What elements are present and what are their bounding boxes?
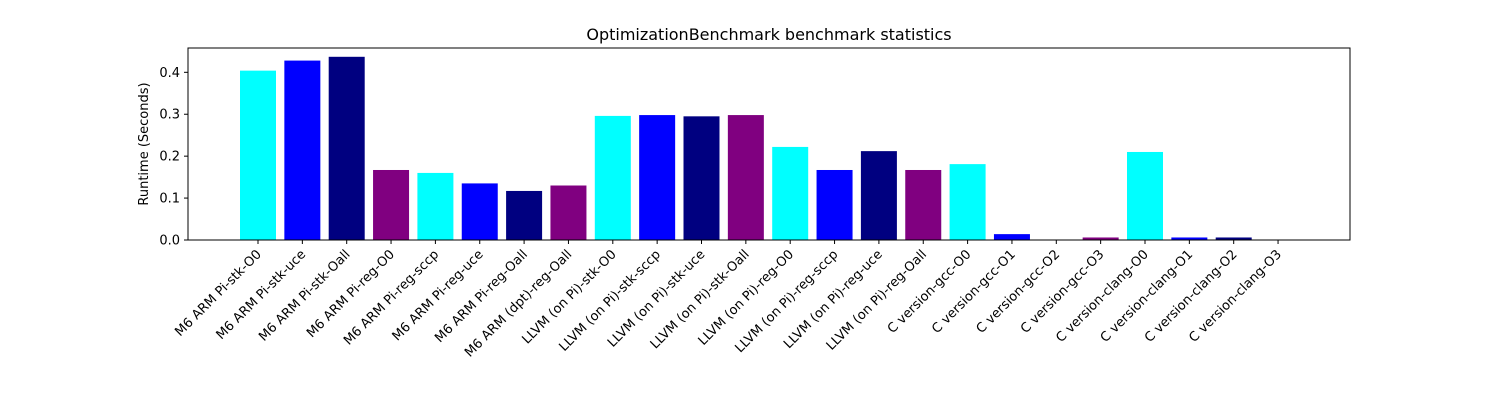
- bar-group: [240, 56, 1252, 240]
- y-tick-label-4: 0.4: [159, 66, 180, 81]
- bar-1: [284, 60, 321, 240]
- bar-16: [949, 164, 986, 240]
- bar-5: [461, 183, 498, 240]
- y-axis-ticks: 0.0 0.1 0.2 0.3 0.4: [159, 66, 188, 249]
- y-axis-label: Runtime (Seconds): [137, 82, 152, 205]
- bar-8: [594, 115, 631, 240]
- bar-15: [905, 169, 942, 240]
- bar-19: [1082, 237, 1119, 240]
- plot-frame: [187, 47, 1351, 241]
- y-tick-label-0: 0.0: [159, 234, 180, 249]
- bar-2: [328, 56, 365, 240]
- bar-10: [683, 116, 720, 240]
- bar-12: [772, 146, 809, 240]
- bar-11: [727, 115, 764, 240]
- bar-13: [816, 169, 853, 240]
- bar-21: [1171, 237, 1208, 240]
- bar-6: [506, 190, 543, 240]
- bar-3: [373, 169, 410, 240]
- y-tick-label-3: 0.3: [159, 108, 180, 123]
- bar-7: [550, 185, 587, 240]
- y-tick-label-2: 0.2: [159, 150, 180, 165]
- bar-4: [417, 172, 454, 240]
- bar-22: [1215, 237, 1252, 240]
- bar-14: [860, 151, 897, 240]
- bar-17: [993, 234, 1030, 240]
- bar-0: [240, 70, 276, 240]
- y-tick-label-1: 0.1: [159, 192, 180, 207]
- bar-9: [639, 115, 676, 240]
- chart-title: OptimizationBenchmark benchmark statisti…: [586, 25, 951, 44]
- bar-20: [1127, 151, 1163, 240]
